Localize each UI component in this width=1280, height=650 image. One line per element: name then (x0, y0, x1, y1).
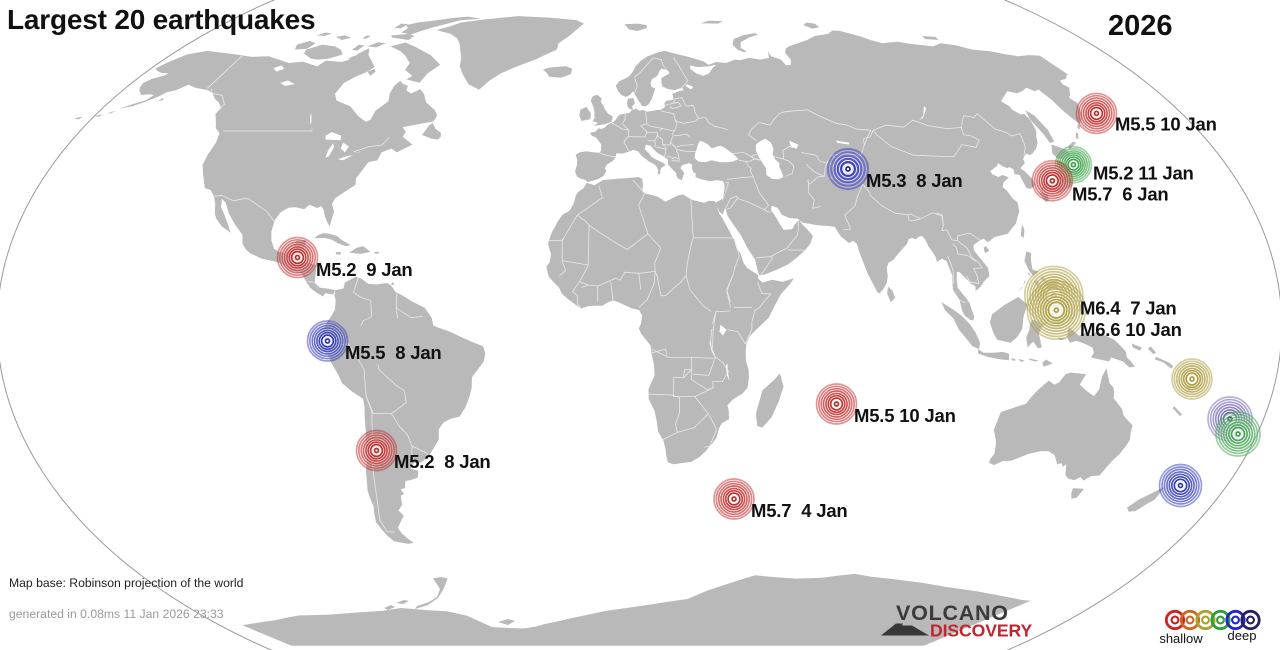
svg-text:M5.5 10 Jan: M5.5 10 Jan (1115, 114, 1217, 135)
svg-text:Largest 20 earthquakes: Largest 20 earthquakes (7, 4, 315, 35)
svg-text:M5.7 4 Jan: M5.7 4 Jan (751, 500, 848, 521)
svg-text:M5.5 8 Jan: M5.5 8 Jan (345, 342, 442, 363)
svg-text:Map base: Robinson projection: Map base: Robinson projection of the wor… (9, 576, 243, 590)
svg-text:M5.2 9 Jan: M5.2 9 Jan (316, 259, 413, 280)
svg-text:M6.4 7 Jan: M6.4 7 Jan (1080, 298, 1177, 319)
svg-text:M5.5 10 Jan: M5.5 10 Jan (854, 405, 956, 426)
svg-text:2026: 2026 (1108, 10, 1173, 42)
svg-text:M5.2 11 Jan: M5.2 11 Jan (1093, 163, 1194, 184)
svg-text:DISCOVERY: DISCOVERY (930, 621, 1032, 641)
svg-text:deep: deep (1228, 628, 1257, 643)
svg-text:generated in 0.08ms 11 Jan 202: generated in 0.08ms 11 Jan 2026 23:33 (9, 607, 224, 621)
svg-text:M5.2 8 Jan: M5.2 8 Jan (394, 451, 491, 472)
svg-text:M6.6 10 Jan: M6.6 10 Jan (1080, 319, 1182, 340)
svg-text:M5.3 8 Jan: M5.3 8 Jan (866, 170, 963, 191)
svg-text:M5.7 6 Jan: M5.7 6 Jan (1072, 184, 1169, 205)
svg-text:shallow: shallow (1159, 631, 1203, 646)
svg-text:VOLCANO: VOLCANO (896, 601, 1009, 625)
